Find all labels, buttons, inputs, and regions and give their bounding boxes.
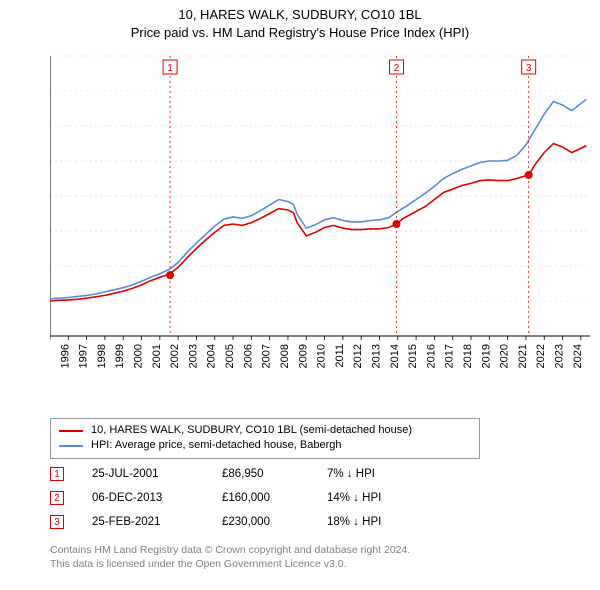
- tx-date: 25-JUL-2001: [92, 468, 222, 480]
- svg-text:2006: 2006: [242, 344, 254, 368]
- tx-date: 06-DEC-2013: [92, 492, 222, 504]
- svg-text:2000: 2000: [133, 344, 145, 368]
- svg-text:2003: 2003: [187, 344, 199, 368]
- svg-text:2015: 2015: [407, 344, 419, 368]
- legend-swatch: [59, 430, 83, 432]
- svg-text:2004: 2004: [206, 344, 218, 368]
- svg-text:2001: 2001: [151, 344, 163, 368]
- tx-delta: 7% ↓ HPI: [327, 468, 437, 480]
- attribution-text: Contains HM Land Registry data © Crown c…: [50, 544, 590, 571]
- svg-text:2016: 2016: [425, 344, 437, 368]
- svg-text:2009: 2009: [297, 344, 309, 368]
- page-root: 10, HARES WALK, SUDBURY, CO10 1BL Price …: [0, 0, 600, 590]
- svg-text:2018: 2018: [462, 344, 474, 368]
- svg-text:3: 3: [526, 63, 532, 74]
- chart-legend: 10, HARES WALK, SUDBURY, CO10 1BL (semi-…: [50, 418, 480, 459]
- svg-text:1998: 1998: [96, 344, 108, 368]
- svg-text:2022: 2022: [535, 344, 547, 368]
- table-row: 1 25-JUL-2001 £86,950 7% ↓ HPI: [50, 462, 530, 486]
- svg-text:2008: 2008: [279, 344, 291, 368]
- svg-text:2017: 2017: [444, 344, 456, 368]
- svg-text:2011: 2011: [334, 344, 346, 368]
- svg-text:1: 1: [167, 63, 173, 74]
- tx-marker-icon: 1: [50, 467, 64, 481]
- svg-text:2: 2: [394, 63, 400, 74]
- tx-price: £86,950: [222, 468, 327, 480]
- legend-swatch: [59, 445, 83, 447]
- tx-delta: 14% ↓ HPI: [327, 492, 437, 504]
- svg-text:2014: 2014: [389, 344, 401, 368]
- svg-text:2021: 2021: [517, 344, 529, 368]
- chart-title-line-2: Price paid vs. HM Land Registry's House …: [0, 24, 600, 42]
- chart-title-line-1: 10, HARES WALK, SUDBURY, CO10 1BL: [0, 6, 600, 24]
- price-chart: £0£50K£100K£150K£200K£250K£300K£350K£400…: [50, 46, 590, 376]
- tx-marker-icon: 3: [50, 515, 64, 529]
- table-row: 3 25-FEB-2021 £230,000 18% ↓ HPI: [50, 510, 530, 534]
- legend-row-price-paid: 10, HARES WALK, SUDBURY, CO10 1BL (semi-…: [59, 423, 471, 438]
- chart-svg: £0£50K£100K£150K£200K£250K£300K£350K£400…: [50, 46, 590, 376]
- tx-marker-icon: 2: [50, 491, 64, 505]
- legend-label: 10, HARES WALK, SUDBURY, CO10 1BL (semi-…: [91, 423, 412, 438]
- svg-text:2010: 2010: [316, 344, 328, 368]
- tx-delta: 18% ↓ HPI: [327, 516, 437, 528]
- svg-text:1997: 1997: [78, 344, 90, 368]
- svg-text:2020: 2020: [499, 344, 511, 368]
- svg-text:2019: 2019: [480, 344, 492, 368]
- svg-text:2023: 2023: [554, 344, 566, 368]
- attribution-line: This data is licensed under the Open Gov…: [50, 558, 590, 572]
- svg-text:2013: 2013: [370, 344, 382, 368]
- svg-text:1995: 1995: [50, 344, 53, 368]
- legend-row-hpi: HPI: Average price, semi-detached house,…: [59, 438, 471, 453]
- attribution-line: Contains HM Land Registry data © Crown c…: [50, 544, 590, 558]
- legend-label: HPI: Average price, semi-detached house,…: [91, 438, 342, 453]
- svg-text:1999: 1999: [114, 344, 126, 368]
- svg-text:2002: 2002: [169, 344, 181, 368]
- chart-title-block: 10, HARES WALK, SUDBURY, CO10 1BL Price …: [0, 0, 600, 41]
- tx-price: £230,000: [222, 516, 327, 528]
- svg-text:2007: 2007: [261, 344, 273, 368]
- table-row: 2 06-DEC-2013 £160,000 14% ↓ HPI: [50, 486, 530, 510]
- svg-text:2024: 2024: [572, 344, 584, 368]
- tx-price: £160,000: [222, 492, 327, 504]
- transactions-table: 1 25-JUL-2001 £86,950 7% ↓ HPI 2 06-DEC-…: [50, 462, 530, 534]
- svg-text:2005: 2005: [224, 344, 236, 368]
- svg-text:2012: 2012: [352, 344, 364, 368]
- svg-text:1996: 1996: [59, 344, 71, 368]
- tx-date: 25-FEB-2021: [92, 516, 222, 528]
